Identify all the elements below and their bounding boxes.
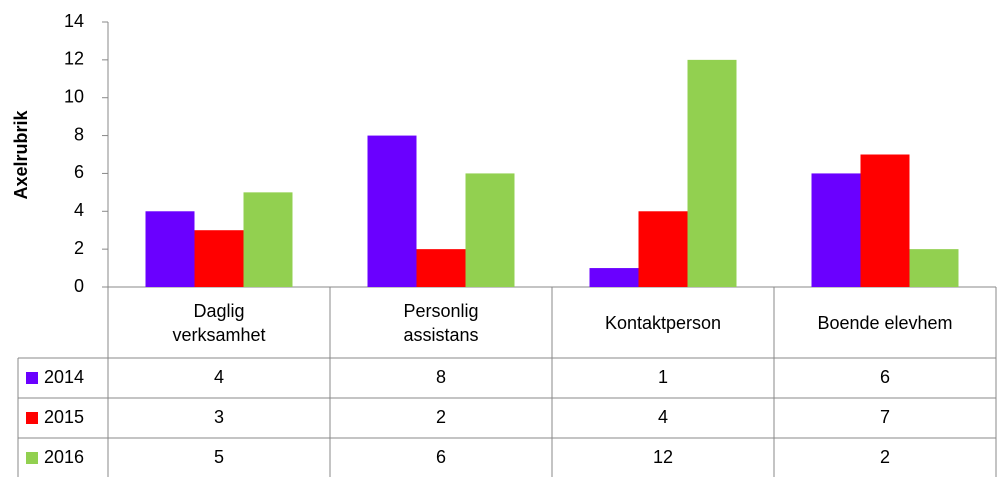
table-value: 7: [880, 407, 890, 427]
bar: [367, 135, 417, 287]
y-axis-label: Axelrubrik: [11, 110, 31, 200]
category-text: Boende elevhem: [817, 312, 953, 333]
x-tick-label: Kontaktperson: [552, 287, 774, 358]
table-value: 5: [214, 447, 224, 467]
x-tick-label: Daglig verksamhet: [108, 287, 330, 358]
bar: [465, 173, 515, 287]
legend-label: 2015: [44, 407, 84, 427]
legend-label: 2016: [44, 447, 84, 467]
bar: [589, 268, 639, 287]
legend-swatch: [26, 452, 38, 464]
bar: [811, 173, 861, 287]
x-tick-label: Personlig assistans: [330, 287, 552, 358]
table-value: 3: [214, 407, 224, 427]
table-value: 2: [436, 407, 446, 427]
y-tick-label: 14: [64, 11, 84, 31]
bar: [687, 59, 737, 287]
y-tick-label: 2: [74, 238, 84, 258]
y-tick-label: 6: [74, 162, 84, 182]
bar: [194, 230, 244, 287]
category-text: Kontaktperson: [604, 312, 722, 333]
x-tick-label: Boende elevhem: [774, 287, 996, 358]
legend-swatch: [26, 412, 38, 424]
y-tick-label: 12: [64, 49, 84, 69]
table-value: 8: [436, 367, 446, 387]
table-value: 12: [653, 447, 673, 467]
bar: [145, 211, 195, 287]
y-tick-label: 0: [74, 276, 84, 296]
bar: [416, 249, 466, 287]
bar: [243, 192, 293, 287]
y-tick-label: 10: [64, 86, 84, 106]
table-value: 6: [880, 367, 890, 387]
legend-swatch: [26, 372, 38, 384]
bar: [638, 211, 688, 287]
legend-label: 2014: [44, 367, 84, 387]
table-value: 4: [658, 407, 668, 427]
category-text: Daglig verksamhet: [172, 300, 266, 345]
table-value: 6: [436, 447, 446, 467]
category-text: Personlig assistans: [403, 300, 479, 345]
bar: [909, 249, 959, 287]
bar: [860, 154, 910, 287]
table-value: 1: [658, 367, 668, 387]
y-tick-label: 4: [74, 200, 84, 220]
table-value: 2: [880, 447, 890, 467]
table-value: 4: [214, 367, 224, 387]
y-tick-label: 8: [74, 124, 84, 144]
